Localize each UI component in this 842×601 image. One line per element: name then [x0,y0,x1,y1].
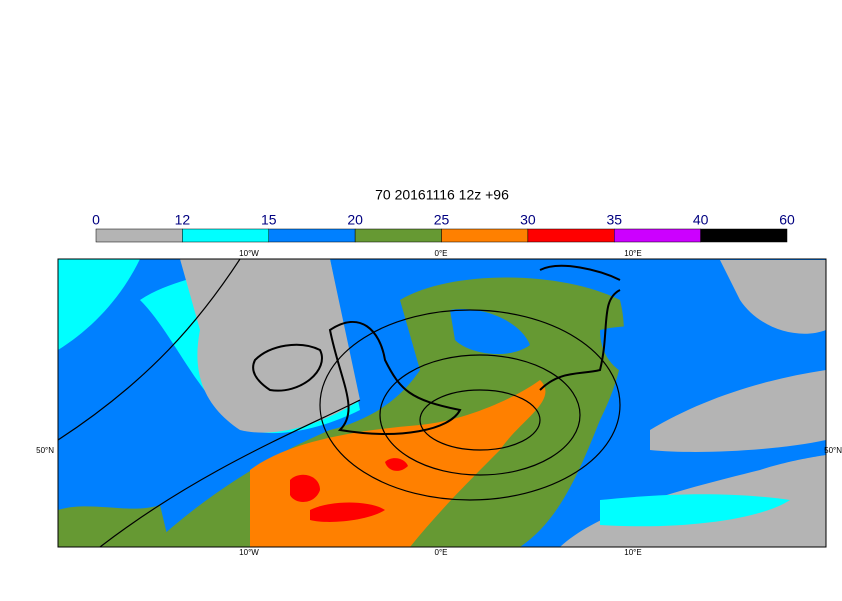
colorbar-segment [95,228,183,243]
map [58,259,826,547]
colorbar-segment [527,228,615,243]
colorbar-segment [354,228,442,243]
colorbar-label: 12 [175,212,191,228]
lon-label: 10°E [624,548,641,557]
colorbar-segment [614,228,701,243]
colorbar-label: 35 [606,212,622,228]
map-frame [57,258,827,548]
colorbar-label: 0 [92,212,100,228]
lat-label: 50°N [824,446,842,455]
lon-label: 10°E [624,249,641,258]
colorbar-label: 25 [434,212,450,228]
lon-label: 0°E [435,548,448,557]
lon-label: 10°W [239,249,259,258]
lat-label: 50°N [36,446,54,455]
colorbar-label: 20 [347,212,363,228]
colorbar-label: 60 [779,212,795,228]
colorbar-segment [268,228,356,243]
colorbar-label: 30 [520,212,536,228]
colorbar-label: 40 [693,212,709,228]
lon-label: 0°E [435,249,448,258]
colorbar: 0 12 15 20 25 30 35 40 60 [92,212,795,243]
colorbar-segment [441,228,529,243]
colorbar-segment [700,228,788,243]
graticule-labels: 10°W 0°E 10°E 10°W 0°E 10°E 50°N 50°N [36,249,842,557]
colorbar-label: 15 [261,212,277,228]
map-title: 70 20161116 12z +96 [375,187,509,203]
lon-label: 10°W [239,548,259,557]
colorbar-segment [182,228,269,243]
